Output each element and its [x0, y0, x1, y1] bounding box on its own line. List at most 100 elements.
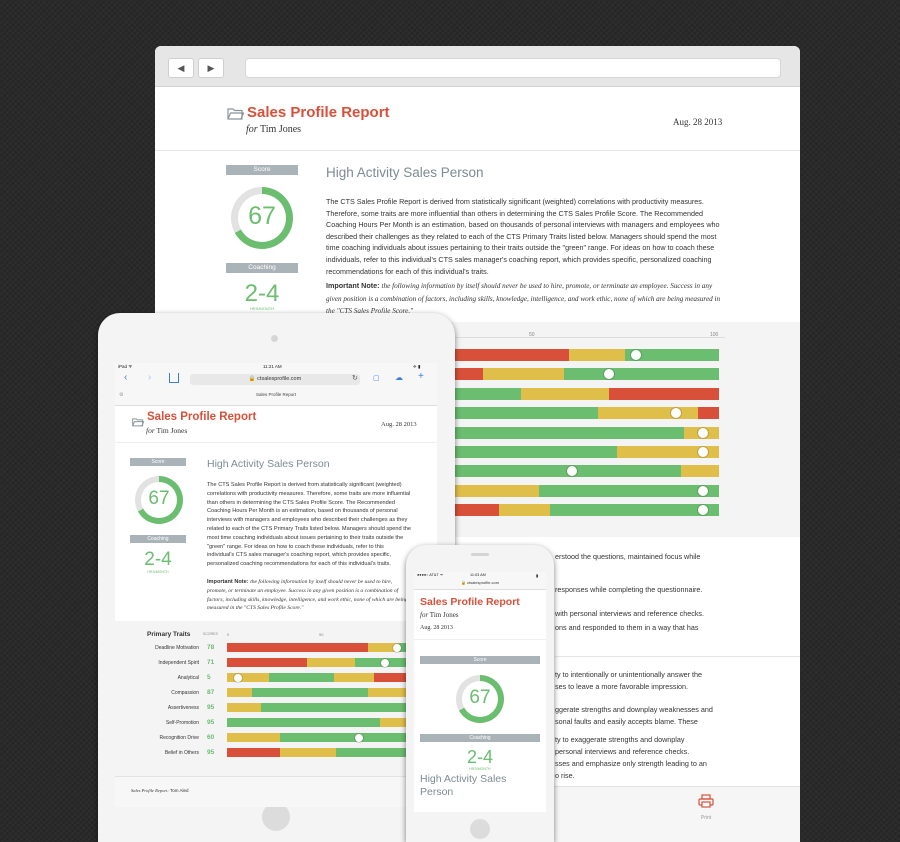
trait-name: Compassion	[171, 690, 199, 696]
scale-line	[445, 337, 725, 338]
phone-screen: ●●●●○ AT&T ᯤ 11:03 AM ▮ 🔒 ctsalesprofile…	[414, 572, 546, 812]
trait-bar	[227, 688, 437, 697]
tablet-url-bar[interactable]: 🔒 ctsalesprofile.com	[190, 374, 360, 385]
trait-bar	[451, 504, 719, 517]
trait-bar	[451, 446, 719, 458]
bar-segment-yellow	[598, 407, 698, 420]
bar-segment-green	[451, 387, 521, 400]
back-button[interactable]: ◀	[168, 58, 194, 78]
trait-bar	[451, 465, 719, 478]
report-date: Aug. 28 2013	[673, 117, 723, 127]
trait-bar	[451, 484, 719, 497]
score-marker	[233, 673, 242, 682]
important-note: Important Note: the following informatio…	[326, 281, 721, 316]
reader-icon[interactable]: ⚙	[119, 392, 124, 398]
score-value: 67	[248, 202, 276, 230]
folder-icon	[227, 107, 245, 125]
bar-segment-red	[451, 368, 484, 381]
score-label: Score	[420, 656, 540, 664]
tablet-screen: iPad ᯤ 11:21 AM ✈ ▮ ‹ › 🔒 ctsalesprofile…	[115, 363, 437, 807]
score-value: 67	[148, 488, 170, 509]
report-footer	[115, 776, 437, 807]
reload-icon[interactable]: ↻	[352, 375, 358, 382]
bar-segment-yellow	[306, 658, 356, 667]
trait-bar	[451, 349, 719, 361]
coaching-label: Coaching	[226, 263, 298, 273]
tablet-home-button[interactable]	[262, 803, 290, 831]
bar-segment-red	[451, 504, 500, 517]
browser-toolbar: ◀ ▶	[155, 46, 800, 87]
trait-name: Recognition Drive	[159, 735, 199, 741]
trait-bar	[227, 673, 437, 682]
phone-url-bar[interactable]: 🔒 ctsalesprofile.com	[460, 580, 500, 585]
trait-score: 95	[207, 749, 215, 756]
bar-segment-green	[451, 446, 618, 458]
cloud-tabs-icon[interactable]: ☁	[395, 373, 403, 382]
coaching-value: 2-4	[466, 747, 493, 767]
bar-segment-yellow	[227, 688, 253, 697]
scale-label: 100	[710, 332, 719, 338]
profile-description: The CTS Sales Profile Report is derived …	[326, 197, 720, 276]
bar-segment-green	[563, 368, 719, 381]
score-gauge: 67	[456, 675, 504, 723]
divider	[155, 150, 800, 151]
report-subtitle: for Tim Jones	[246, 124, 302, 135]
trait-name: Belief in Others	[164, 750, 199, 756]
bookmarks-icon[interactable]: ▢	[373, 375, 380, 382]
score-marker	[355, 733, 364, 742]
score-marker	[380, 658, 389, 667]
bar-segment-yellow	[520, 387, 610, 400]
score-marker	[697, 427, 708, 438]
status-battery: ▮	[536, 574, 539, 578]
bar-segment-green	[252, 688, 368, 697]
bar-segment-yellow	[227, 733, 280, 742]
status-carrier: ●●●●○ AT&T ᯤ	[417, 573, 444, 577]
bar-segment-green	[451, 407, 599, 420]
trait-score: 95	[207, 719, 215, 726]
coaching-label: Coaching	[420, 734, 540, 742]
trait-score: 87	[207, 689, 215, 696]
folder-icon	[132, 414, 145, 432]
important-note: Important Note: the following informatio…	[207, 579, 408, 612]
status-time: 11:21 AM	[263, 364, 282, 369]
trait-bar	[451, 426, 719, 439]
bar-segment-red	[697, 407, 719, 420]
bar-segment-green	[336, 748, 437, 757]
phone-home-button[interactable]	[470, 819, 490, 839]
scale-label: 0	[227, 632, 230, 637]
phone-device: ●●●●○ AT&T ᯤ 11:03 AM ▮ 🔒 ctsalesprofile…	[406, 545, 554, 842]
bar-segment-red	[227, 643, 368, 652]
profile-description: The CTS Sales Profile Report is derived …	[207, 482, 411, 568]
divider	[414, 639, 546, 640]
report-date: Aug. 28 2013	[381, 421, 417, 428]
bar-segment-red	[373, 673, 437, 682]
profile-heading: High Activity Sales Person	[326, 165, 484, 180]
score-marker	[697, 505, 708, 516]
back-arrow-icon[interactable]: ‹	[124, 372, 128, 383]
score-marker	[697, 485, 708, 496]
address-bar[interactable]	[245, 58, 781, 78]
divider	[555, 656, 800, 657]
bar-segment-green	[539, 484, 719, 497]
trait-bar	[227, 748, 437, 757]
status-battery: ✈ ▮	[413, 364, 421, 369]
bar-segment-green	[451, 426, 685, 439]
coaching-unit: HRS/MONTH	[147, 570, 169, 574]
share-icon[interactable]	[169, 373, 179, 383]
score-gauge: 67	[135, 476, 183, 524]
coaching-unit: HRS/MONTH	[469, 767, 491, 771]
print-button[interactable]: Print	[698, 794, 714, 821]
score-label: Score	[130, 458, 186, 466]
page-tab-title[interactable]: Sales Profile Report	[255, 392, 297, 397]
scores-column-label: SCORES	[203, 632, 218, 636]
trait-name: Assertiveness	[167, 705, 199, 711]
score-gauge: 67	[231, 187, 293, 249]
scale-label: 50	[319, 632, 324, 637]
forward-button[interactable]: ▶	[198, 58, 224, 78]
bar-segment-yellow	[568, 349, 626, 361]
forward-arrow-icon[interactable]: ›	[148, 372, 152, 383]
new-tab-icon[interactable]: +	[418, 371, 424, 382]
bar-segment-red	[609, 387, 719, 400]
bar-segment-red	[227, 658, 307, 667]
tablet-device: iPad ᯤ 11:21 AM ✈ ▮ ‹ › 🔒 ctsalesprofile…	[98, 313, 455, 842]
